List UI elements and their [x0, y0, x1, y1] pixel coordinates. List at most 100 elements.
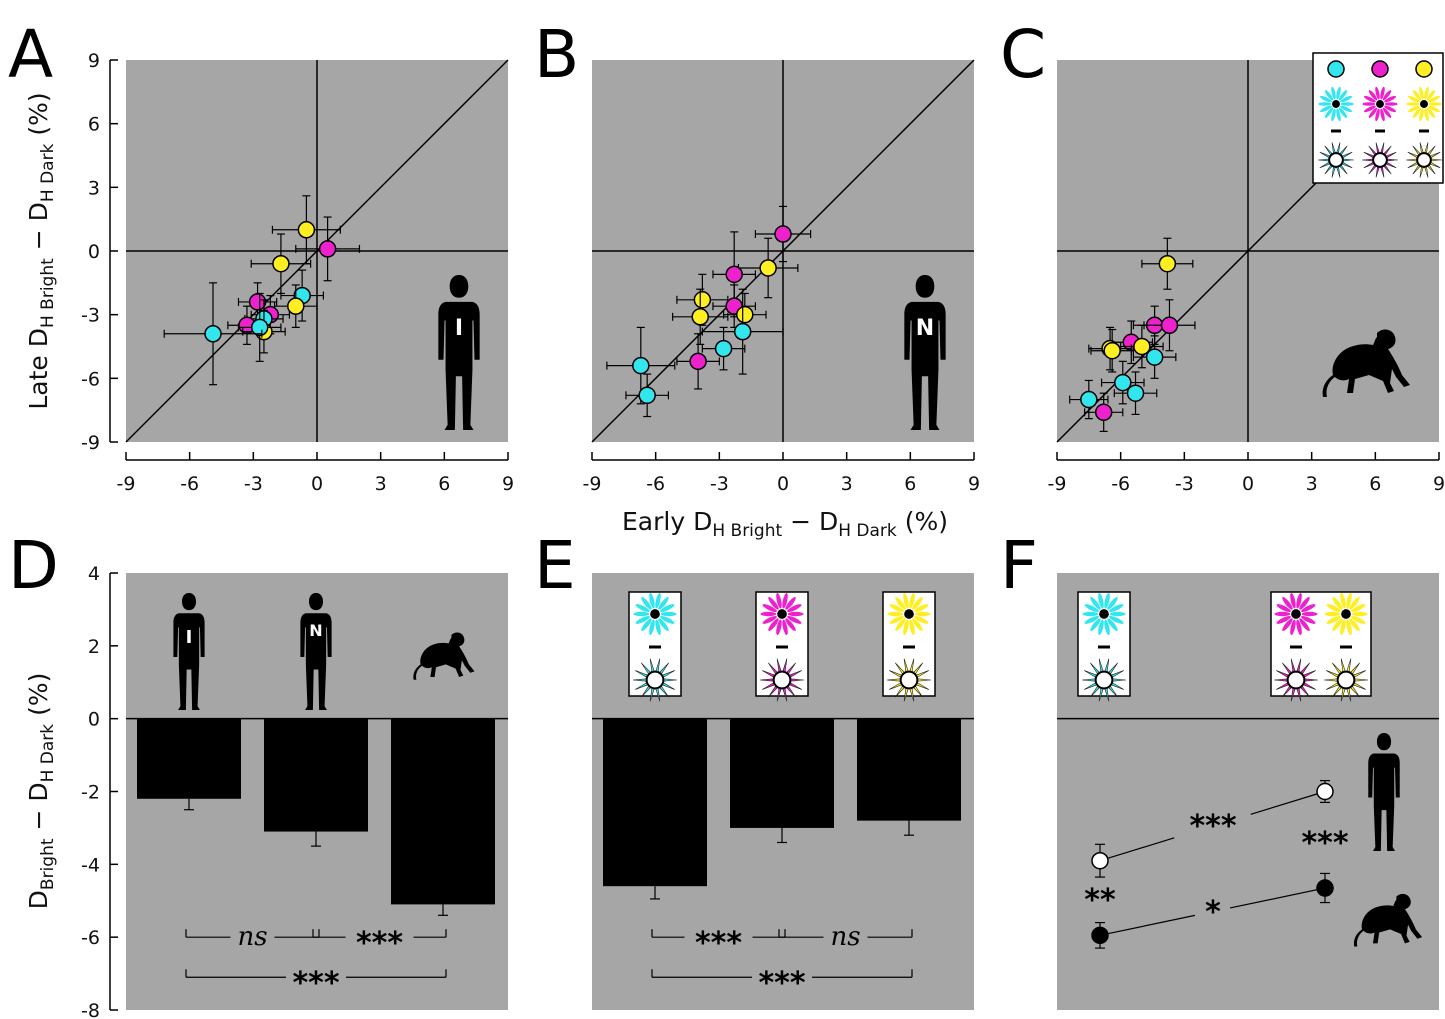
flower-petal [1412, 107, 1422, 118]
y-tick-label: 4 [88, 563, 100, 585]
flower-petal [1098, 592, 1104, 609]
legend-marker-magenta [1371, 60, 1389, 78]
flower-petal [1338, 107, 1348, 118]
point-marker [1091, 851, 1109, 870]
point-marker [1160, 316, 1179, 335]
series-open [1091, 779, 1334, 878]
y-tick-label: 0 [88, 709, 100, 731]
flower-petal [1380, 108, 1385, 122]
point-marker [1114, 373, 1132, 392]
flower-petal [1109, 611, 1126, 617]
flower-petal [1082, 611, 1099, 617]
bar [603, 718, 707, 887]
flower-petal [1382, 107, 1392, 118]
data-point [273, 284, 318, 328]
flower-center [1328, 152, 1344, 168]
flower-petal [1375, 86, 1380, 100]
flower-petal [1406, 102, 1420, 106]
flower-petal [1084, 615, 1099, 624]
data-point [1141, 237, 1194, 290]
flower-petal [785, 618, 796, 632]
flower-petal [1301, 615, 1316, 624]
flower-icon [1317, 142, 1355, 178]
flower-petal [1346, 592, 1352, 609]
data-point [722, 292, 767, 337]
significance-bracket: *** [651, 926, 786, 961]
flower-petal [660, 604, 675, 613]
flower-petal [1408, 95, 1420, 103]
significance-label: *** [758, 966, 805, 1001]
series-line [1099, 914, 1196, 936]
point-marker [250, 318, 269, 337]
flower-petal [895, 618, 906, 632]
flower-petal [895, 596, 906, 610]
flower-petal [1424, 86, 1429, 100]
flower-petal [1336, 86, 1341, 100]
y-tick-label: 2 [88, 636, 100, 658]
flower-center [1336, 670, 1356, 690]
flower-petal [1364, 105, 1376, 113]
flower-petal [914, 615, 929, 624]
flower-petal [914, 604, 929, 613]
data-point [1132, 335, 1177, 379]
significance-label: *** [1189, 809, 1236, 844]
flower-petal [1426, 107, 1436, 118]
data-point [250, 233, 312, 295]
flower-petal [1301, 604, 1316, 613]
point-marker [1080, 390, 1098, 409]
x-tick-label: 9 [1433, 473, 1445, 495]
human-letter: I [455, 316, 463, 341]
x-tick-label: 0 [311, 473, 323, 495]
flower-petal [776, 592, 782, 609]
significance-bracket: ns [778, 922, 913, 952]
data-point [295, 216, 361, 282]
flower-petal [1331, 108, 1336, 122]
flower-icon [759, 658, 805, 702]
flower-petal [635, 615, 650, 624]
flower-icon [1318, 86, 1354, 122]
bar [730, 718, 834, 828]
flower-petal [1107, 596, 1118, 610]
human-letter: I [186, 627, 193, 648]
flower-petal [649, 592, 655, 609]
label-part: Bright [38, 838, 58, 890]
flower-petal [1104, 592, 1110, 609]
flower-petal [1384, 105, 1396, 113]
scatter-y-axis-label: Late DH Bright − DH Dark (%) [24, 92, 58, 409]
y-tick-label: 3 [88, 177, 100, 199]
x-tick-label: 0 [1242, 473, 1254, 495]
flower-petal [787, 615, 802, 624]
data-point [676, 333, 720, 390]
label-part: H Bright [38, 258, 58, 328]
significance-label: ** [1084, 883, 1116, 918]
flower-icon [1082, 592, 1126, 636]
data-point [271, 195, 341, 265]
flower-petal [1368, 107, 1378, 118]
flower-petal [1349, 618, 1360, 632]
bar [391, 718, 495, 905]
point-marker [1145, 348, 1164, 366]
y-tick-label: -4 [81, 854, 100, 876]
flower-petal [909, 592, 915, 609]
flower-petal [1332, 596, 1343, 610]
flower-petal [1419, 86, 1424, 100]
flower-petal [1362, 102, 1376, 106]
label-part: − D [782, 507, 838, 536]
significance-label: *** [695, 926, 742, 961]
flower-petal [1340, 619, 1346, 636]
flower-petal [1109, 604, 1124, 613]
identity-line [125, 59, 509, 443]
flower-petal [1104, 619, 1110, 636]
flower-petal [1296, 592, 1302, 609]
flower-petal [1412, 90, 1422, 101]
flower-petal [1326, 615, 1341, 624]
flower-petal [1090, 596, 1101, 610]
flower-petal [1282, 618, 1293, 632]
flower-petal [1426, 90, 1436, 101]
point-marker [1091, 926, 1109, 945]
flower-petal [768, 596, 779, 610]
y-tick-label: 0 [88, 241, 100, 263]
flower-center [899, 670, 919, 690]
y-tick-label: 9 [88, 50, 100, 72]
